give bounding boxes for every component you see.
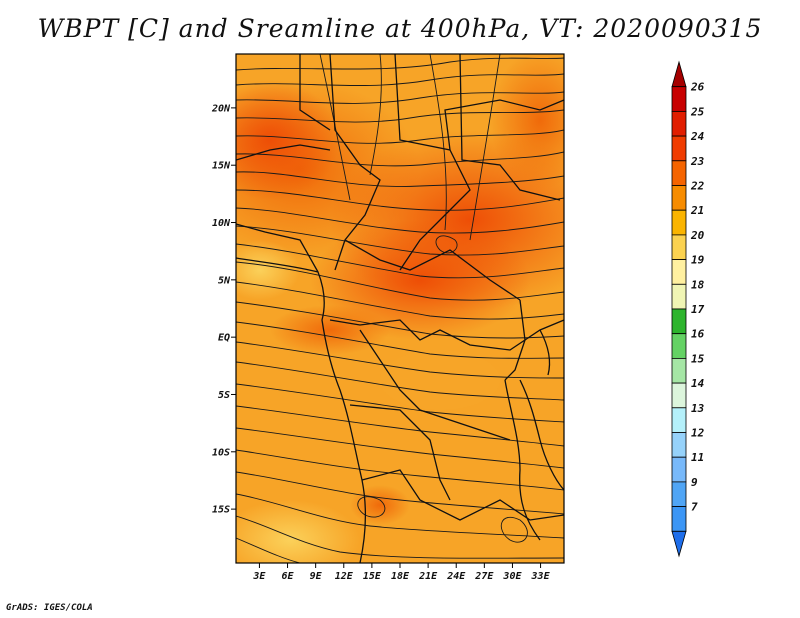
colorbar-swatch [671, 209, 687, 236]
colorbar: 26 25 24 23 22 21 20 19 18 17 16 15 14 13 12 11 9 7 [671, 60, 705, 558]
colorbar-swatch-bottom-arrow [671, 530, 687, 558]
lon-label: 15E [363, 571, 382, 582]
colorbar-label: 24 [690, 130, 705, 143]
colorbar-swatch [671, 86, 687, 112]
colorbar-swatch [671, 357, 687, 384]
lat-label: 10S [212, 447, 230, 458]
colorbar-label: 17 [691, 303, 705, 316]
lat-label: 5N [218, 275, 231, 286]
colorbar-swatch [671, 185, 687, 211]
colorbar-label: 14 [691, 377, 705, 390]
lon-label: 6E [282, 571, 295, 582]
streamlines [236, 54, 564, 563]
lon-label: 18E [391, 571, 410, 582]
lon-label: 30E [502, 571, 522, 582]
lat-label: EQ [218, 333, 230, 344]
colorbar-label: 16 [691, 328, 705, 341]
lat-label: 20N [211, 103, 231, 114]
colorbar-swatch [671, 160, 687, 186]
latitude-axis: 20N 15N 10N 5N EQ 5S 10S 15S [211, 103, 236, 516]
colorbar-swatch [671, 407, 687, 433]
lat-label: 5S [218, 390, 230, 401]
colorbar-label: 11 [691, 451, 704, 464]
wbpt-shaded-field [236, 54, 564, 563]
colorbar-label: 25 [690, 105, 705, 118]
colorbar-swatch [671, 333, 687, 359]
colorbar-label: 22 [690, 180, 705, 193]
coastlines-and-borders [236, 54, 564, 563]
colorbar-label: 23 [690, 155, 705, 168]
lon-label: 27E [474, 571, 494, 582]
lon-label: 12E [335, 571, 354, 582]
colorbar-label: 12 [691, 427, 705, 440]
colorbar-swatch [671, 308, 687, 335]
colorbar-label: 9 [691, 476, 698, 489]
colorbar-label: 20 [690, 229, 705, 242]
grads-credit: GrADS: IGES/COLA [6, 603, 93, 613]
colorbar-swatch [671, 135, 687, 162]
lat-label: 15N [212, 161, 231, 172]
colorbar-swatch [671, 456, 687, 483]
longitude-axis: 3E 6E 9E 12E 15E 18E 21E 24E 27E 30E 33E [252, 563, 551, 582]
colorbar-label: 13 [691, 402, 705, 415]
lat-label: 15S [212, 505, 230, 516]
colorbar-label: 7 [691, 501, 698, 514]
lon-label: 21E [418, 571, 438, 582]
colorbar-swatch [671, 283, 687, 310]
lat-label: 10N [212, 218, 231, 229]
colorbar-swatch [671, 506, 687, 532]
colorbar-label: 15 [691, 352, 705, 365]
map-title: WBPT [C] and Sreamline at 400hPa, VT: 20… [37, 14, 763, 43]
colorbar-swatch [671, 111, 687, 137]
lon-label: 9E [310, 571, 323, 582]
lon-label: 24E [446, 571, 466, 582]
colorbar-label: 19 [691, 254, 705, 267]
colorbar-swatch [671, 481, 687, 507]
colorbar-swatch [671, 382, 687, 409]
colorbar-swatch [671, 234, 687, 260]
colorbar-label: 26 [690, 81, 705, 94]
colorbar-swatch-top-arrow [671, 60, 687, 88]
lon-label: 3E [252, 571, 266, 582]
colorbar-swatch [671, 259, 687, 285]
colorbar-swatch [671, 432, 687, 458]
colorbar-label: 21 [690, 204, 704, 217]
lon-label: 33E [531, 571, 551, 582]
colorbar-label: 18 [691, 278, 705, 291]
